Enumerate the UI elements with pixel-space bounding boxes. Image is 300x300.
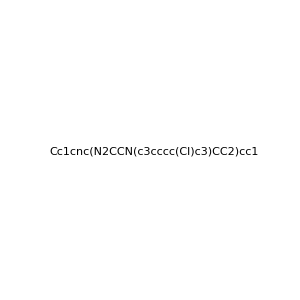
Text: Cc1cnc(N2CCN(c3cccc(Cl)c3)CC2)cc1: Cc1cnc(N2CCN(c3cccc(Cl)c3)CC2)cc1 xyxy=(49,146,258,157)
